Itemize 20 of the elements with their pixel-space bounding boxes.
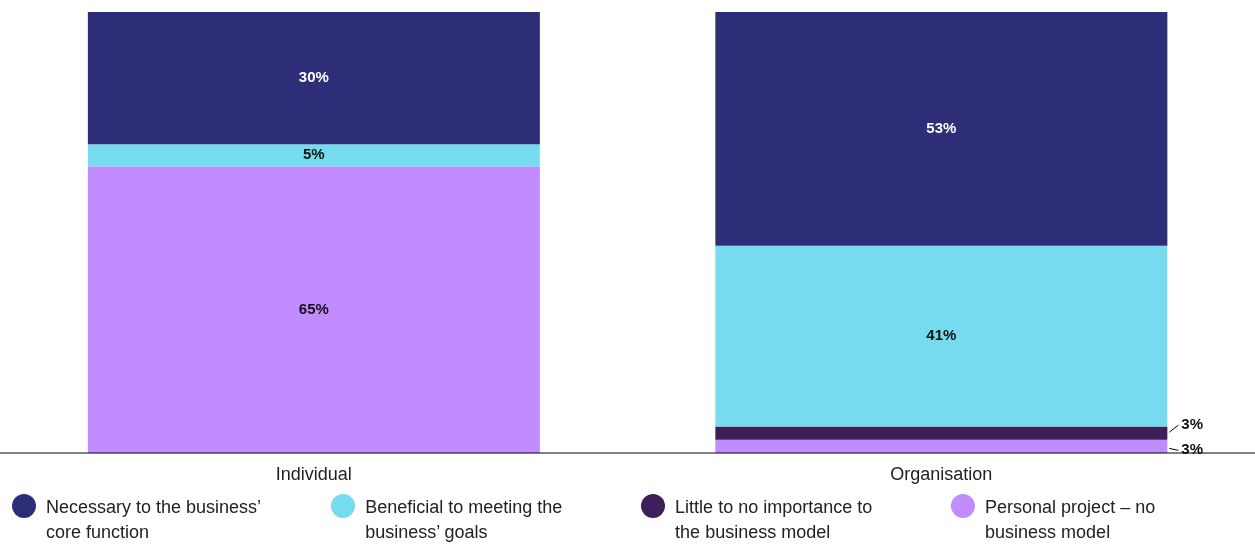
data-label: 53%	[926, 118, 957, 136]
legend-label: Personal project – no business model	[985, 496, 1157, 544]
bar	[715, 245, 1168, 427]
data-label: 3%	[1181, 440, 1204, 458]
bar	[715, 426, 1168, 440]
x-tick-label: Individual	[275, 463, 352, 484]
legend-label: Beneficial to meeting the business’ goals	[365, 496, 564, 544]
bar	[87, 12, 540, 145]
data-label: 5%	[303, 145, 325, 163]
x-tick-label: Organisation	[890, 463, 993, 484]
bar	[87, 144, 540, 167]
bar	[715, 12, 1168, 246]
data-label: 30%	[298, 68, 329, 86]
data-label: 3%	[1181, 415, 1204, 433]
legend-label: Necessary to the business’ core function	[46, 496, 262, 544]
bar	[87, 166, 540, 453]
bar	[715, 439, 1168, 453]
data-label: 41%	[926, 326, 957, 344]
legend-label: Little to no importance to the business model	[675, 496, 874, 544]
data-label: 65%	[298, 299, 329, 317]
